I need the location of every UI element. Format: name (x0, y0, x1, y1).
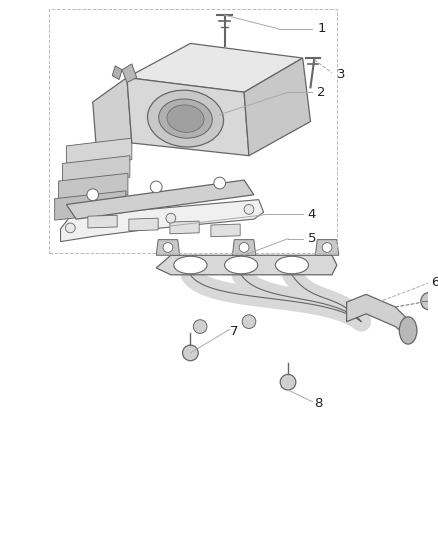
Circle shape (193, 320, 207, 333)
Polygon shape (244, 58, 311, 156)
Circle shape (65, 223, 75, 233)
Polygon shape (55, 191, 126, 220)
Ellipse shape (399, 317, 417, 344)
Circle shape (87, 189, 99, 200)
Polygon shape (93, 78, 132, 165)
Polygon shape (346, 294, 410, 339)
Text: 2: 2 (317, 86, 326, 99)
Circle shape (150, 181, 162, 193)
Polygon shape (59, 173, 128, 203)
Polygon shape (156, 255, 337, 275)
Polygon shape (112, 66, 122, 79)
Circle shape (421, 293, 438, 310)
Polygon shape (60, 200, 264, 241)
Polygon shape (170, 221, 199, 234)
Polygon shape (233, 240, 256, 255)
Circle shape (280, 374, 296, 390)
Polygon shape (156, 240, 180, 255)
Circle shape (183, 345, 198, 361)
Text: 4: 4 (307, 208, 316, 221)
Polygon shape (127, 43, 303, 92)
Text: 7: 7 (230, 325, 238, 338)
Ellipse shape (174, 256, 207, 274)
Ellipse shape (148, 90, 223, 147)
Polygon shape (63, 156, 130, 185)
Polygon shape (67, 138, 132, 167)
Text: 5: 5 (307, 232, 316, 245)
Circle shape (244, 205, 254, 214)
Circle shape (214, 177, 226, 189)
Circle shape (163, 243, 173, 252)
Polygon shape (67, 180, 254, 219)
Polygon shape (122, 64, 137, 83)
Ellipse shape (159, 99, 212, 138)
Ellipse shape (276, 256, 308, 274)
Ellipse shape (225, 256, 258, 274)
Text: 8: 8 (314, 397, 323, 410)
Circle shape (166, 213, 176, 223)
Polygon shape (88, 215, 117, 228)
Text: 6: 6 (431, 276, 438, 289)
Ellipse shape (167, 105, 204, 132)
Text: 3: 3 (337, 68, 345, 81)
Polygon shape (127, 78, 249, 156)
Polygon shape (211, 224, 240, 237)
Circle shape (242, 315, 256, 328)
Text: 1: 1 (317, 22, 326, 35)
Polygon shape (315, 240, 339, 255)
Circle shape (239, 243, 249, 252)
Polygon shape (129, 218, 158, 231)
Circle shape (322, 243, 332, 252)
